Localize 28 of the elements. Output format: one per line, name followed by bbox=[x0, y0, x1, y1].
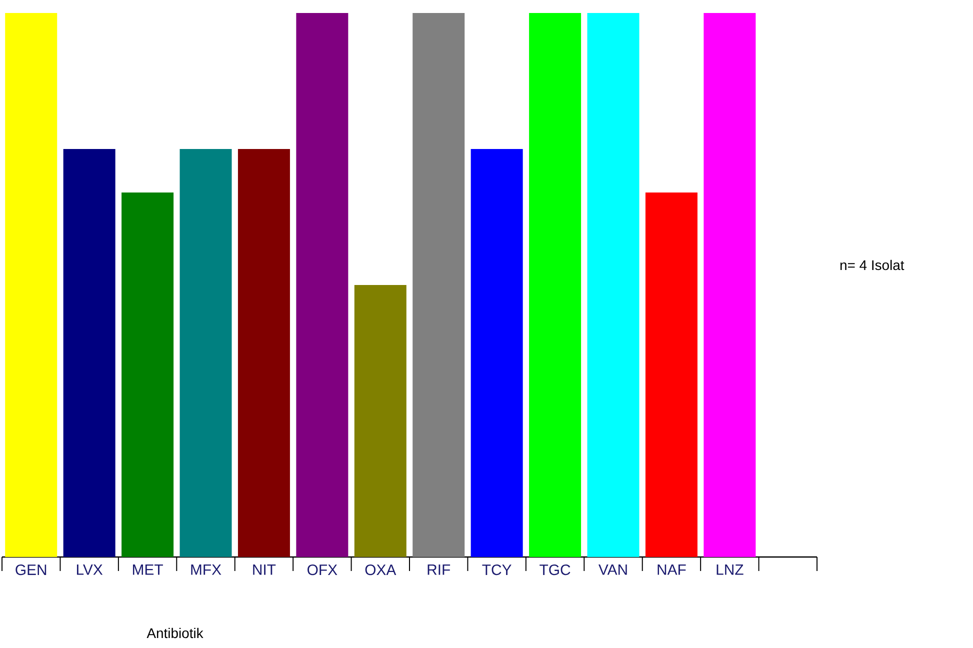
bar bbox=[296, 12, 348, 557]
x-tick-label: LVX bbox=[76, 564, 103, 575]
x-tick-label: NAF bbox=[658, 564, 686, 575]
x-tick-label: TCY bbox=[482, 564, 512, 576]
bar bbox=[529, 12, 582, 557]
bar bbox=[704, 12, 756, 557]
bar bbox=[122, 192, 174, 557]
bar bbox=[645, 192, 698, 557]
bar bbox=[238, 148, 290, 557]
x-tick-label: OXA bbox=[365, 564, 396, 576]
x-tick-label: LNZ bbox=[716, 564, 744, 575]
x-tick-label: TGC bbox=[540, 564, 570, 576]
x-tick-label: MET bbox=[132, 564, 163, 575]
bar bbox=[354, 284, 406, 557]
x-tick-label: OFX bbox=[308, 564, 338, 576]
bar bbox=[412, 12, 465, 557]
x-axis-title: Antibiotik bbox=[146, 628, 204, 638]
bar bbox=[587, 12, 640, 557]
x-tick-label: MFX bbox=[191, 564, 222, 575]
x-tick-label: GEN bbox=[16, 564, 46, 576]
x-tick-label: RIF bbox=[428, 564, 450, 575]
bar bbox=[180, 148, 232, 557]
bar bbox=[63, 148, 116, 557]
bar bbox=[470, 148, 523, 557]
bar bbox=[5, 12, 58, 557]
text: n= 4 Isolat bbox=[840, 260, 904, 270]
x-tick-label: NIT bbox=[253, 564, 276, 575]
x-tick-label: VAN bbox=[598, 564, 627, 575]
